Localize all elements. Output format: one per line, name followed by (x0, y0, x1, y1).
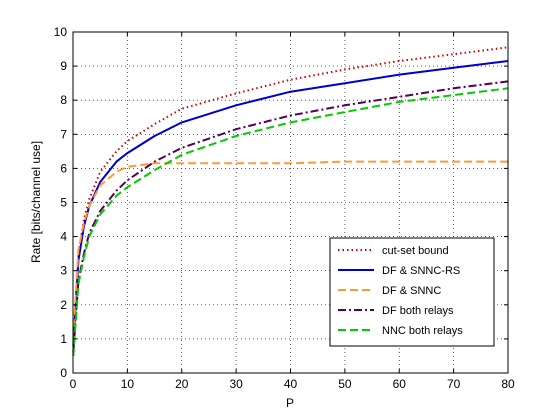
legend-label-2: DF & SNNC (382, 285, 441, 297)
x-tick-label: 0 (70, 377, 77, 391)
y-tick-label: 7 (60, 127, 67, 141)
y-axis-label: Rate [bits/channel use] (29, 141, 43, 263)
x-tick-label: 30 (229, 377, 243, 391)
legend-label-0: cut-set bound (382, 245, 449, 257)
legend-box (329, 237, 495, 347)
x-tick-label: 70 (447, 377, 461, 391)
x-tick-label: 20 (175, 377, 189, 391)
series-line-0 (72, 46, 509, 343)
x-tick-label: 40 (284, 377, 298, 391)
series-line-2 (72, 160, 508, 339)
y-tick-label: 0 (60, 366, 67, 380)
legend: cut-set bound DF & SNNC-RS DF & SNNC DF bot… (329, 237, 495, 347)
y-tick-label: 8 (60, 93, 67, 107)
y-tick-labels: 0 1 2 3 4 5 6 7 8 9 10 (54, 25, 68, 380)
y-tick-label: 6 (60, 161, 67, 175)
y-tick-label: 10 (54, 25, 68, 39)
ticks (72, 31, 509, 374)
series-line-4 (72, 87, 509, 356)
y-tick-label: 9 (60, 59, 67, 73)
x-tick-label: 50 (338, 377, 352, 391)
x-tick-labels: 0 10 20 30 40 50 60 70 80 (70, 377, 515, 391)
legend-label-3: DF both relays (382, 305, 454, 317)
x-tick-label: 80 (501, 377, 515, 391)
legend-label-4: NNC both relays (382, 325, 463, 337)
x-tick-label: 60 (393, 377, 407, 391)
series-lines (72, 46, 509, 356)
y-tick-label: 3 (60, 264, 67, 278)
y-tick-label: 2 (60, 298, 67, 312)
y-tick-label: 4 (60, 230, 67, 244)
series-line-3 (72, 80, 509, 353)
y-tick-label: 5 (60, 196, 67, 210)
y-tick-label: 1 (60, 332, 67, 346)
x-axis-label: P (286, 396, 294, 410)
x-tick-label: 10 (121, 377, 135, 391)
legend-label-1: DF & SNNC-RS (382, 265, 460, 277)
